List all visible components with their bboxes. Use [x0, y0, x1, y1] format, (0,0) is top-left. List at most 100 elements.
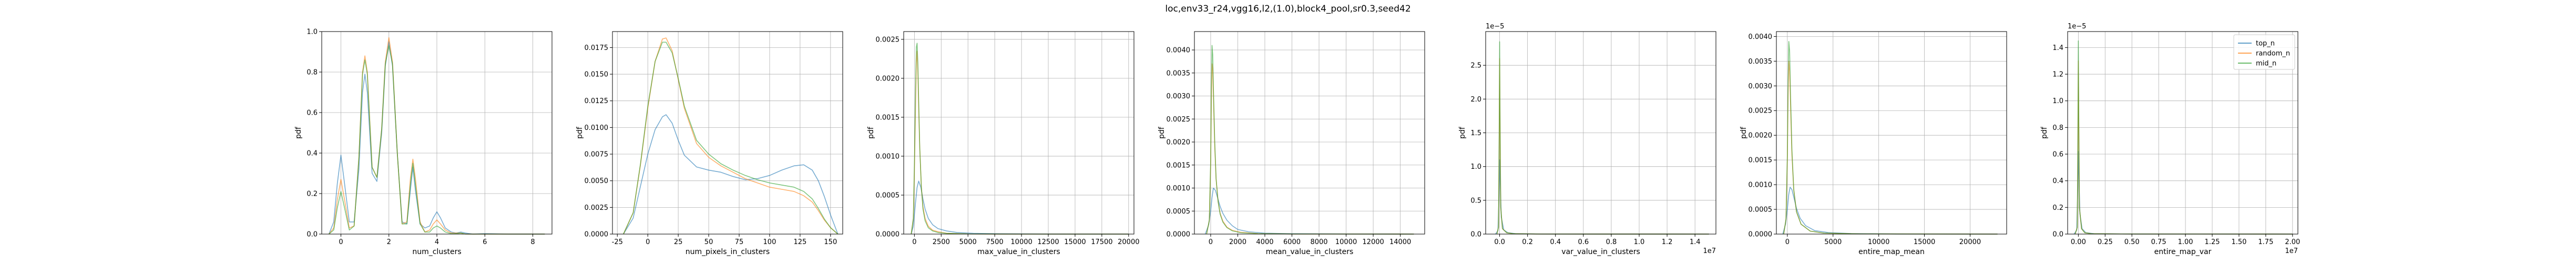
x-tick-label: 10000: [1335, 238, 1357, 246]
series-line-random_n: [2074, 60, 2293, 235]
x-tick-label: 0.2: [1522, 238, 1533, 246]
x-tick-label: 12000: [1362, 238, 1384, 246]
x-offset-label: 1e7: [2285, 247, 2298, 255]
x-tick-label: 15000: [1064, 238, 1086, 246]
y-tick-label: 0.0: [306, 231, 318, 239]
y-tick-label: 0.0025: [1749, 107, 1773, 115]
x-tick-label: 0: [1209, 238, 1213, 246]
y-offset-label: 1e−5: [2068, 23, 2086, 31]
x-axis-label: num_clusters: [412, 248, 461, 256]
x-tick-label: 20000: [1959, 238, 1981, 246]
x-tick-label: 1.4: [1690, 238, 1701, 246]
x-tick-label: 125: [793, 238, 806, 246]
y-tick-label: 2.0: [1470, 96, 1481, 104]
figure-suptitle: loc,env33_r24,vgg16,l2,(1.0),block4_pool…: [1165, 4, 1410, 14]
y-tick-label: 0.0000: [585, 231, 609, 239]
legend-label-top_n: top_n: [2256, 40, 2275, 48]
y-tick-label: 0.0015: [1167, 161, 1191, 169]
x-tick-label: 1.00: [2178, 238, 2193, 246]
x-tick-label: 150: [824, 238, 837, 246]
y-tick-label: 0.0025: [876, 36, 900, 44]
x-tick-label: 14000: [1389, 238, 1411, 246]
series-line-mid_n: [1783, 41, 1998, 235]
y-tick-label: 0.0030: [1749, 83, 1773, 90]
series-line-random_n: [1496, 58, 1709, 235]
series-line-top_n: [1204, 187, 1414, 235]
y-tick-label: 0.0040: [1749, 33, 1773, 41]
y-tick-label: 0.0100: [585, 124, 609, 132]
panel-2: -25 0 25 50 75 100 125 150 0.0000 0.0025 0.0050 0.0…: [576, 31, 843, 256]
x-tick-label: 0.8: [1606, 238, 1617, 246]
y-tick-label: 0.0000: [876, 231, 900, 239]
x-tick-label: 2: [387, 238, 391, 246]
x-tick-label: 20000: [1118, 238, 1139, 246]
y-offset-label: 1e−5: [1486, 23, 1504, 31]
series-line-mid_n: [623, 42, 839, 235]
x-tick-label: 4000: [1256, 238, 1273, 246]
x-tick-label: 0: [1785, 238, 1790, 246]
series-line-mid_n: [2074, 40, 2293, 235]
y-axis-label: pdf: [294, 126, 303, 139]
series-line-top_n: [2073, 151, 2293, 235]
x-axis-label: var_value_in_clusters: [1561, 248, 1640, 256]
legend-label-random_n: random_n: [2256, 50, 2290, 58]
x-tick-label: 4: [435, 238, 439, 246]
x-tick-label: 2500: [933, 238, 950, 246]
panel-4: 0 2000 4000 6000 8000 10000 12000 14000 0.0000 0.…: [1158, 31, 1425, 256]
y-tick-label: 0.6: [2052, 151, 2063, 159]
series-line-top_n: [623, 114, 839, 235]
y-tick-label: 0.0150: [585, 71, 609, 79]
y-axis-label: pdf: [1740, 126, 1748, 139]
y-axis-label: pdf: [867, 126, 875, 139]
x-tick-label: 0.75: [2151, 238, 2166, 246]
y-tick-label: 0.2: [306, 190, 318, 198]
axes-frame: [612, 31, 843, 235]
x-tick-label: -25: [612, 238, 623, 246]
x-offset-label: 1e7: [1703, 247, 1716, 255]
x-tick-label: 0.4: [1550, 238, 1561, 246]
x-tick-label: 1.75: [2258, 238, 2273, 246]
y-tick-label: 0.0020: [876, 75, 900, 83]
x-tick-label: 0.50: [2124, 238, 2140, 246]
x-tick-label: 5000: [959, 238, 977, 246]
x-axis-label: mean_value_in_clusters: [1266, 248, 1354, 256]
legend-label-mid_n: mid_n: [2256, 60, 2276, 68]
x-tick-label: 0: [339, 238, 343, 246]
series-line-top_n: [1782, 186, 1998, 235]
panel-5: 0.0 0.2 0.4 0.6 0.8 1.0 1.2 1.4 0.0 0.5 1.0 1.5 2.0 2…: [1458, 23, 1716, 256]
x-tick-label: 2.00: [2285, 238, 2300, 246]
x-tick-label: 1.25: [2205, 238, 2220, 246]
x-tick-label: 75: [735, 238, 744, 246]
y-tick-label: 0.0010: [876, 153, 900, 160]
y-tick-label: 0.0: [2052, 231, 2063, 239]
panel-1: 0 2 4 6 8 0.0 0.2 0.4 0.6 0.8 1.0 num_clusters pdf: [294, 28, 553, 256]
y-tick-label: 0.0025: [1167, 116, 1191, 124]
y-tick-label: 0.0: [1470, 231, 1481, 239]
x-tick-label: 50: [704, 238, 713, 246]
y-tick-label: 1.0: [1470, 163, 1481, 171]
x-axis-label: entire_map_mean: [1858, 248, 1925, 256]
y-axis-label: pdf: [1458, 126, 1467, 139]
series-line-random_n: [623, 37, 839, 235]
y-tick-label: 0.4: [306, 150, 318, 158]
y-tick-label: 0.0040: [1167, 47, 1191, 55]
y-tick-label: 0.0125: [585, 97, 609, 105]
series-line-random_n: [1783, 60, 1998, 235]
axes-frame: [1194, 31, 1425, 235]
x-tick-label: 6: [483, 238, 487, 246]
axes-frame: [903, 31, 1134, 235]
x-tick-label: 100: [763, 238, 776, 246]
y-tick-label: 0.0000: [1167, 231, 1191, 239]
x-tick-label: 8: [530, 238, 535, 246]
y-tick-label: 0.0020: [1167, 139, 1191, 147]
x-axis-label: num_pixels_in_clusters: [686, 248, 770, 256]
y-tick-label: 2.5: [1470, 62, 1481, 70]
x-tick-label: 6000: [1283, 238, 1301, 246]
series-line-mid_n: [329, 45, 545, 235]
x-tick-label: 1.50: [2231, 238, 2246, 246]
y-tick-label: 0.0050: [585, 177, 609, 185]
y-tick-label: 0.0005: [1749, 206, 1773, 214]
x-tick-label: 7500: [986, 238, 1004, 246]
y-tick-label: 1.4: [2052, 44, 2063, 52]
